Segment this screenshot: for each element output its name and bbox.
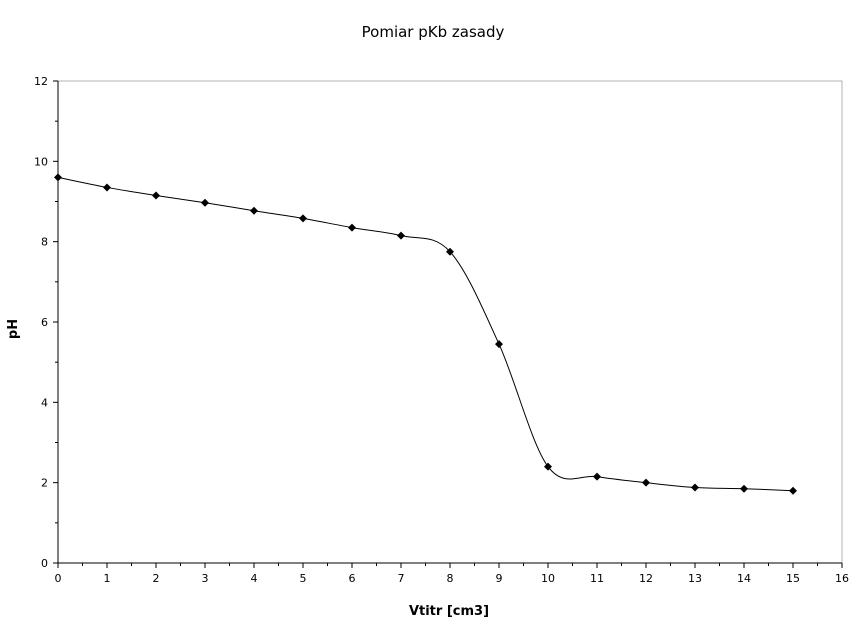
y-tick-label: 2 bbox=[41, 477, 48, 490]
x-tick-label: 3 bbox=[202, 572, 209, 585]
data-point bbox=[201, 198, 209, 207]
data-point bbox=[397, 231, 405, 240]
x-tick-label: 5 bbox=[300, 572, 307, 585]
data-point bbox=[740, 484, 748, 493]
x-tick-label: 16 bbox=[835, 572, 849, 585]
x-tick-label: 6 bbox=[349, 572, 356, 585]
x-tick-label: 10 bbox=[541, 572, 555, 585]
data-point bbox=[495, 340, 503, 349]
x-tick-label: 15 bbox=[786, 572, 800, 585]
data-point bbox=[54, 173, 62, 182]
x-tick-label: 2 bbox=[153, 572, 160, 585]
y-tick-label: 0 bbox=[41, 557, 48, 570]
y-tick-label: 6 bbox=[41, 316, 48, 329]
data-point bbox=[152, 191, 160, 200]
y-tick-label: 10 bbox=[34, 155, 48, 168]
data-point bbox=[103, 183, 111, 192]
plot-area bbox=[57, 80, 843, 564]
x-tick-label: 0 bbox=[55, 572, 62, 585]
y-tick-label: 12 bbox=[34, 75, 48, 88]
x-tick-label: 1 bbox=[104, 572, 111, 585]
data-point bbox=[789, 486, 797, 495]
data-point bbox=[348, 223, 356, 232]
x-tick-label: 12 bbox=[639, 572, 653, 585]
x-tick-label: 9 bbox=[496, 572, 503, 585]
series-layer bbox=[54, 173, 797, 495]
y-tick-label: 8 bbox=[41, 236, 48, 249]
data-point bbox=[250, 206, 258, 215]
data-point bbox=[593, 472, 601, 481]
series-line bbox=[57, 176, 794, 492]
data-point bbox=[299, 214, 307, 223]
x-tick-label: 13 bbox=[688, 572, 702, 585]
x-tick-label: 7 bbox=[398, 572, 405, 585]
y-tick-label: 4 bbox=[41, 396, 48, 409]
data-point bbox=[691, 483, 699, 492]
data-point bbox=[642, 478, 650, 487]
data-point bbox=[544, 462, 552, 471]
chart-title: Pomiar pKb zasady bbox=[362, 23, 505, 41]
y-axis-label: pH bbox=[6, 319, 21, 339]
x-tick-label: 11 bbox=[590, 572, 604, 585]
x-tick-label: 8 bbox=[447, 572, 454, 585]
x-tick-label: 4 bbox=[251, 572, 258, 585]
data-point bbox=[446, 247, 454, 256]
x-axis-label: Vtitr [cm3] bbox=[409, 604, 489, 619]
x-tick-label: 14 bbox=[737, 572, 751, 585]
